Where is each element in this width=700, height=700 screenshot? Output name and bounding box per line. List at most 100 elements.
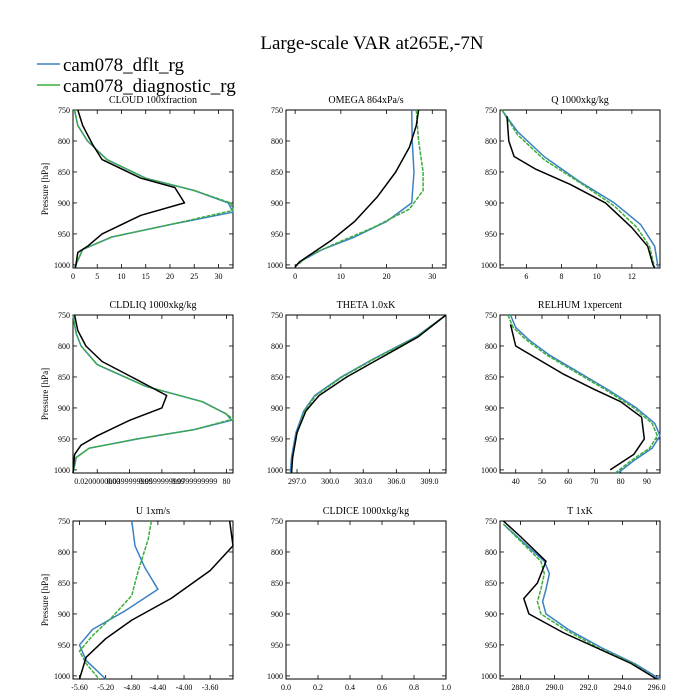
x-tick-label: 12	[628, 272, 636, 281]
y-tick-label: 800	[58, 137, 70, 146]
figure-title: Large-scale VAR at265E,-7N	[260, 33, 483, 54]
plot-frame	[499, 314, 661, 474]
plot-frame	[285, 520, 447, 680]
y-tick-label: 1000	[481, 672, 497, 681]
series-line-0	[502, 520, 657, 680]
y-tick-label: 850	[58, 168, 70, 177]
x-tick-label: 8	[560, 272, 564, 281]
series-line-2	[72, 314, 234, 474]
y-tick-label: 900	[58, 610, 70, 619]
y-axis-label: Pressure [hPa]	[40, 368, 50, 420]
panel-cldice: CLDICE 1000xkg/kg 750 800 850 900 950 1000 0.0 0…	[267, 506, 451, 692]
x-tick-label: 1.0	[441, 683, 451, 692]
series-line-2	[507, 314, 659, 474]
series-line-2	[294, 109, 424, 268]
y-tick-label: 950	[485, 230, 497, 239]
plot-frame	[285, 314, 447, 474]
panel-q: Q 1000xkg/kg 750 800 850 900 950 1000 6 8 10 12	[481, 95, 661, 281]
y-tick-label: 1000	[54, 466, 70, 475]
x-tick-label: 70	[590, 477, 598, 486]
y-tick-label: 900	[58, 199, 70, 208]
panel-title: T 1xK	[567, 506, 593, 517]
plot-frame	[499, 520, 661, 680]
x-tick-label: 0	[293, 272, 297, 281]
y-axis-label: Pressure [hPa]	[40, 163, 50, 215]
plot-frame	[499, 109, 661, 269]
y-tick-label: 900	[485, 610, 497, 619]
series-line-1	[289, 314, 447, 474]
y-tick-label: 950	[58, 641, 70, 650]
y-tick-label: 800	[271, 342, 283, 351]
y-tick-label: 1000	[481, 261, 497, 270]
legend-label-dflt: cam078_dflt_rg	[63, 55, 185, 76]
legend-label-diagnostic: cam078_diagnostic_rg	[63, 76, 236, 97]
y-tick-label: 800	[58, 342, 70, 351]
y-tick-label: 850	[485, 579, 497, 588]
y-tick-label: 950	[485, 641, 497, 650]
panel-omega: OMEGA 864xPa/s 750 800 850 900 950 1000 0 10 20 30	[267, 95, 447, 281]
series-line-2	[73, 109, 234, 269]
plot-frame	[72, 520, 234, 680]
y-tick-label: 1000	[267, 672, 283, 681]
y-tick-label: 850	[58, 373, 70, 382]
x-tick-label: 60	[564, 477, 572, 486]
panel-title: THETA 1.0xK	[337, 300, 396, 311]
series-line-2	[501, 109, 656, 269]
x-tick-label: -4.80	[123, 683, 140, 692]
panel-title: OMEGA 864xPa/s	[328, 95, 403, 106]
series-line-1	[294, 109, 415, 268]
x-tick-label: 0	[71, 272, 75, 281]
y-tick-label: 900	[485, 404, 497, 413]
y-tick-label: 800	[485, 548, 497, 557]
x-tick-label: 0.0399999999	[107, 477, 153, 486]
x-tick-label: 25	[190, 272, 198, 281]
series-line-0	[74, 109, 186, 269]
y-tick-label: 950	[271, 435, 283, 444]
x-tick-label: 10	[337, 272, 345, 281]
series-line-0	[506, 116, 656, 269]
y-tick-label: 1000	[54, 672, 70, 681]
y-tick-label: 950	[58, 435, 70, 444]
panel-title: U 1xm/s	[136, 506, 170, 517]
y-tick-label: 750	[485, 311, 497, 320]
x-tick-label: 303.0	[354, 477, 372, 486]
y-tick-label: 850	[485, 373, 497, 382]
y-tick-label: 850	[271, 168, 283, 177]
plot-frame	[72, 109, 234, 269]
panel-title: Q 1000xkg/kg	[551, 95, 609, 106]
plot-frame	[72, 314, 234, 474]
y-tick-label: 800	[271, 548, 283, 557]
series-line-2	[290, 314, 447, 474]
x-tick-label: 0.6	[377, 683, 387, 692]
legend: cam078_dflt_rg cam078_diagnostic_rg	[37, 55, 236, 97]
y-tick-label: 800	[485, 342, 497, 351]
x-tick-label: 10	[593, 272, 601, 281]
series-line-1	[509, 314, 661, 474]
y-tick-label: 800	[485, 137, 497, 146]
x-tick-label: 80	[617, 477, 625, 486]
y-tick-label: 1000	[481, 466, 497, 475]
series-line-1	[72, 314, 233, 474]
y-tick-label: 950	[271, 230, 283, 239]
y-tick-label: 900	[58, 404, 70, 413]
y-tick-label: 750	[58, 106, 70, 115]
panel-u: U 1xm/s Pressure [hPa] 750 800 850 900 950 1000…	[40, 506, 234, 692]
series-line-0	[294, 109, 420, 268]
panel-t: T 1xK 750 800 850 900 950 1000 288.0 290.0 292.0 2…	[481, 506, 666, 692]
x-tick-label: 0.4	[345, 683, 355, 692]
series-line-1	[73, 109, 234, 269]
x-tick-label: 0.8	[409, 683, 419, 692]
x-tick-label: 0.0599999999	[139, 477, 185, 486]
x-tick-label: 292.0	[580, 683, 598, 692]
x-tick-label: 288.0	[511, 683, 529, 692]
x-tick-label: 20	[166, 272, 174, 281]
y-tick-label: 850	[58, 579, 70, 588]
y-tick-label: 900	[271, 199, 283, 208]
y-tick-label: 950	[58, 230, 70, 239]
x-tick-label: 40	[512, 477, 520, 486]
y-tick-label: 750	[271, 106, 283, 115]
y-tick-label: 750	[485, 106, 497, 115]
series-line-0	[509, 324, 646, 471]
x-tick-label: 80	[223, 477, 231, 486]
